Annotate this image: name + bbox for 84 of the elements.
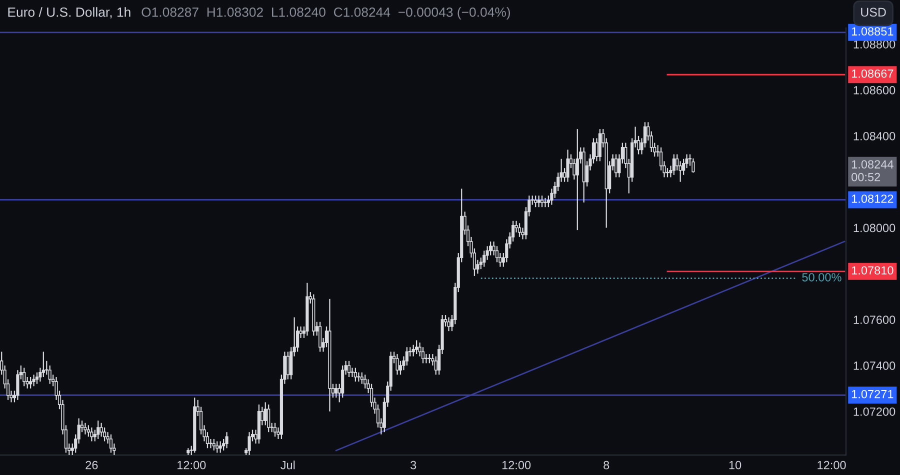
y-tick-label: 1.07600 — [854, 316, 896, 324]
text: 1.08667 — [852, 69, 894, 78]
candlestick — [424, 353, 428, 364]
x-tick-label: 8 — [604, 460, 610, 470]
candlestick — [29, 376, 32, 390]
annotation: 50.00% — [802, 273, 842, 282]
candlestick — [360, 372, 364, 384]
y-tick-label: 1.07200 — [854, 407, 896, 416]
candlestick — [264, 402, 267, 426]
candlestick — [42, 351, 45, 378]
candlestick — [103, 426, 106, 442]
candlestick — [415, 340, 418, 355]
chart-title: Euro / U.S. Dollar, 1h — [8, 7, 130, 18]
candlestick — [489, 240, 492, 256]
candlestick — [212, 438, 216, 452]
candlestick — [428, 353, 431, 364]
candlestick — [45, 360, 48, 376]
candlestick — [614, 154, 618, 178]
candlestick — [495, 246, 499, 263]
candlestick — [537, 195, 540, 208]
y-tick-label: 1.08600 — [854, 86, 896, 94]
candlestick — [225, 432, 228, 449]
candlestick — [84, 422, 87, 435]
text: USD — [861, 8, 886, 17]
candlestick — [209, 438, 212, 449]
candlestick — [248, 432, 251, 456]
x-tick-label: 12:00 — [502, 460, 531, 470]
candlestick — [216, 440, 219, 454]
ref-line-label: 1.08851 — [852, 27, 894, 36]
ref-line-label: 1.07271 — [852, 390, 894, 398]
candlestick — [90, 426, 94, 442]
candlestick — [447, 316, 450, 332]
candlestick — [576, 128, 579, 231]
candlestick — [32, 374, 36, 387]
candlestick — [692, 158, 695, 174]
candlestick — [109, 434, 113, 454]
candlestick — [534, 195, 538, 208]
candlestick — [318, 321, 322, 352]
text: 1.08244 00:52 — [852, 160, 894, 182]
candlestick — [350, 367, 354, 378]
candlestick — [540, 195, 544, 208]
x-tick-label: 26 — [86, 460, 98, 470]
candlestick — [566, 149, 570, 182]
x-tick-label: 12:00 — [178, 460, 206, 470]
candlestick — [86, 424, 90, 438]
y-tick-label: 1.08400 — [854, 132, 896, 140]
candlestick — [334, 383, 338, 398]
ref-line-label: 1.08122 — [852, 194, 894, 203]
candlestick — [218, 440, 222, 454]
x-tick-label: 10 — [729, 460, 742, 470]
candlestick — [273, 422, 277, 438]
candlestick — [421, 346, 425, 364]
candlestick — [341, 364, 344, 398]
text: 1.07810 — [852, 266, 894, 275]
candlestick — [22, 367, 26, 387]
x-tick-label: 3 — [410, 460, 416, 470]
candlestick — [405, 346, 408, 366]
x-tick-label: Jul — [280, 460, 295, 470]
candlestick — [364, 374, 367, 390]
y-tick-label: 1.07400 — [854, 362, 896, 370]
candlestick — [672, 154, 676, 176]
candlestick — [286, 351, 290, 380]
y-tick-label: 1.08000 — [854, 224, 896, 232]
candlestick — [598, 128, 602, 162]
candlestick — [412, 344, 415, 357]
candlestick — [267, 404, 270, 433]
candlestick — [357, 372, 360, 382]
x-tick-label: 12:00 — [818, 460, 846, 470]
candlestick — [544, 197, 547, 208]
y-tick-label: 1.08800 — [854, 40, 896, 48]
candlestick — [398, 360, 402, 376]
candlestick — [48, 364, 52, 384]
candlestick — [354, 367, 357, 382]
candlestick — [482, 250, 486, 268]
candlestick — [396, 353, 399, 376]
candlestick — [347, 360, 351, 378]
chart-subtitle: O1.08287 H1.08302 L1.08240 C1.08244 −0.00043 (−0.04%) — [142, 7, 510, 20]
candlestick — [96, 420, 100, 440]
candlestick — [518, 222, 522, 238]
candlestick — [666, 168, 670, 178]
candlestick — [100, 422, 103, 438]
candlestick — [35, 372, 39, 384]
candlestick — [572, 158, 576, 180]
candlestick — [16, 370, 20, 401]
